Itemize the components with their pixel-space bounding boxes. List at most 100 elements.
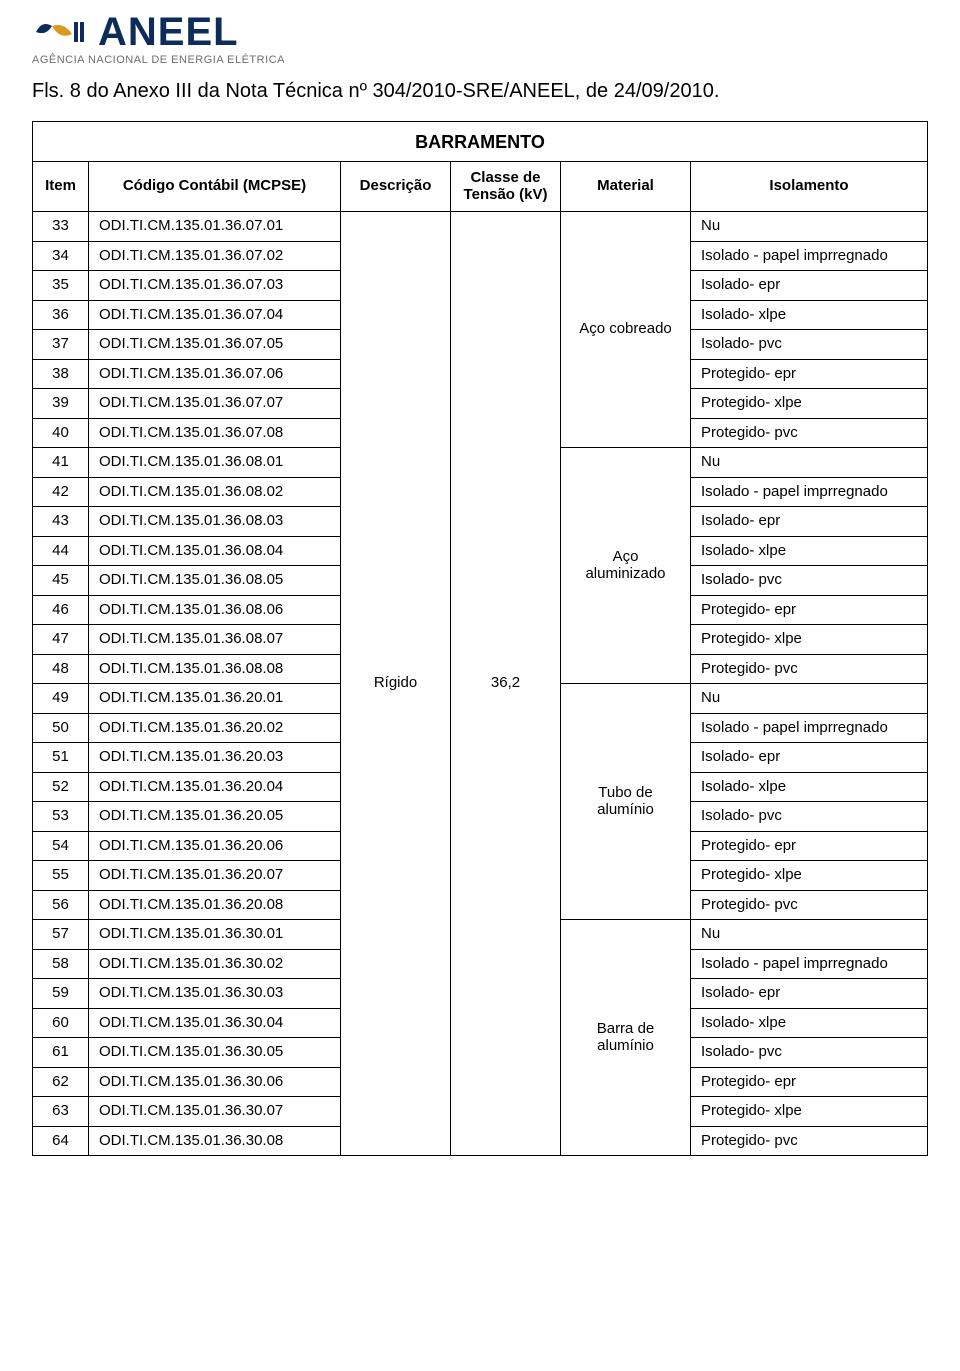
cell-isolamento: Protegido- epr xyxy=(691,1067,928,1097)
cell-item: 39 xyxy=(33,389,89,419)
cell-isolamento: Isolado- xlpe xyxy=(691,1008,928,1038)
cell-isolamento: Isolado - papel imprregnado xyxy=(691,477,928,507)
cell-codigo: ODI.TI.CM.135.01.36.30.07 xyxy=(89,1097,341,1127)
page-title: Fls. 8 do Anexo III da Nota Técnica nº 3… xyxy=(32,80,928,103)
cell-codigo: ODI.TI.CM.135.01.36.30.02 xyxy=(89,949,341,979)
cell-isolamento: Isolado - papel imprregnado xyxy=(691,241,928,271)
cell-codigo: ODI.TI.CM.135.01.36.20.08 xyxy=(89,890,341,920)
cell-codigo: ODI.TI.CM.135.01.36.07.08 xyxy=(89,418,341,448)
cell-codigo: ODI.TI.CM.135.01.36.20.04 xyxy=(89,772,341,802)
cell-isolamento: Nu xyxy=(691,212,928,242)
cell-codigo: ODI.TI.CM.135.01.36.07.07 xyxy=(89,389,341,419)
cell-material: Aço cobreado xyxy=(561,212,691,448)
cell-codigo: ODI.TI.CM.135.01.36.07.05 xyxy=(89,330,341,360)
cell-isolamento: Protegido- xlpe xyxy=(691,389,928,419)
cell-isolamento: Isolado- pvc xyxy=(691,802,928,832)
cell-item: 50 xyxy=(33,713,89,743)
cell-item: 62 xyxy=(33,1067,89,1097)
col-header-isolamento: Isolamento xyxy=(691,162,928,212)
data-table: Item Código Contábil (MCPSE) Descrição C… xyxy=(32,161,928,1156)
cell-codigo: ODI.TI.CM.135.01.36.30.03 xyxy=(89,979,341,1009)
cell-codigo: ODI.TI.CM.135.01.36.08.02 xyxy=(89,477,341,507)
cell-material: Aço aluminizado xyxy=(561,448,691,684)
cell-isolamento: Nu xyxy=(691,920,928,950)
col-header-descricao: Descrição xyxy=(341,162,451,212)
cell-item: 40 xyxy=(33,418,89,448)
cell-item: 54 xyxy=(33,831,89,861)
cell-codigo: ODI.TI.CM.135.01.36.07.04 xyxy=(89,300,341,330)
cell-codigo: ODI.TI.CM.135.01.36.07.03 xyxy=(89,271,341,301)
cell-codigo: ODI.TI.CM.135.01.36.07.02 xyxy=(89,241,341,271)
cell-isolamento: Protegido- pvc xyxy=(691,890,928,920)
cell-isolamento: Protegido- pvc xyxy=(691,418,928,448)
table-row: 33ODI.TI.CM.135.01.36.07.01Rígido36,2Aço… xyxy=(33,212,928,242)
cell-codigo: ODI.TI.CM.135.01.36.07.01 xyxy=(89,212,341,242)
cell-isolamento: Isolado- xlpe xyxy=(691,300,928,330)
cell-item: 56 xyxy=(33,890,89,920)
cell-item: 61 xyxy=(33,1038,89,1068)
cell-isolamento: Isolado- epr xyxy=(691,271,928,301)
cell-codigo: ODI.TI.CM.135.01.36.07.06 xyxy=(89,359,341,389)
cell-item: 63 xyxy=(33,1097,89,1127)
cell-isolamento: Isolado- epr xyxy=(691,507,928,537)
cell-codigo: ODI.TI.CM.135.01.36.08.01 xyxy=(89,448,341,478)
cell-item: 33 xyxy=(33,212,89,242)
cell-codigo: ODI.TI.CM.135.01.36.20.05 xyxy=(89,802,341,832)
cell-isolamento: Isolado - papel imprregnado xyxy=(691,713,928,743)
cell-item: 45 xyxy=(33,566,89,596)
cell-item: 37 xyxy=(33,330,89,360)
cell-isolamento: Isolado- epr xyxy=(691,743,928,773)
col-header-material: Material xyxy=(561,162,691,212)
logo-block: ANEEL xyxy=(32,12,928,52)
cell-codigo: ODI.TI.CM.135.01.36.30.04 xyxy=(89,1008,341,1038)
cell-isolamento: Isolado- xlpe xyxy=(691,536,928,566)
col-header-codigo: Código Contábil (MCPSE) xyxy=(89,162,341,212)
cell-item: 34 xyxy=(33,241,89,271)
cell-isolamento: Nu xyxy=(691,448,928,478)
cell-item: 60 xyxy=(33,1008,89,1038)
cell-material: Tubo de alumínio xyxy=(561,684,691,920)
cell-codigo: ODI.TI.CM.135.01.36.08.05 xyxy=(89,566,341,596)
cell-codigo: ODI.TI.CM.135.01.36.08.07 xyxy=(89,625,341,655)
cell-codigo: ODI.TI.CM.135.01.36.08.08 xyxy=(89,654,341,684)
logo-icon xyxy=(32,12,88,52)
cell-isolamento: Isolado- xlpe xyxy=(691,772,928,802)
page: ANEEL AGÊNCIA NACIONAL DE ENERGIA ELÉTRI… xyxy=(0,0,960,1180)
cell-item: 43 xyxy=(33,507,89,537)
cell-item: 51 xyxy=(33,743,89,773)
cell-codigo: ODI.TI.CM.135.01.36.20.01 xyxy=(89,684,341,714)
cell-item: 59 xyxy=(33,979,89,1009)
logo-brand-text: ANEEL xyxy=(98,12,239,52)
cell-isolamento: Protegido- pvc xyxy=(691,1126,928,1156)
cell-item: 46 xyxy=(33,595,89,625)
cell-isolamento: Nu xyxy=(691,684,928,714)
col-header-tensao: Classe de Tensão (kV) xyxy=(451,162,561,212)
logo-tagline: AGÊNCIA NACIONAL DE ENERGIA ELÉTRICA xyxy=(32,54,928,66)
cell-codigo: ODI.TI.CM.135.01.36.20.02 xyxy=(89,713,341,743)
col-header-item: Item xyxy=(33,162,89,212)
cell-codigo: ODI.TI.CM.135.01.36.30.05 xyxy=(89,1038,341,1068)
cell-item: 52 xyxy=(33,772,89,802)
cell-isolamento: Isolado- pvc xyxy=(691,1038,928,1068)
cell-item: 44 xyxy=(33,536,89,566)
cell-item: 48 xyxy=(33,654,89,684)
cell-item: 38 xyxy=(33,359,89,389)
cell-isolamento: Protegido- xlpe xyxy=(691,625,928,655)
table-heading: BARRAMENTO xyxy=(32,121,928,161)
cell-isolamento: Protegido- epr xyxy=(691,595,928,625)
cell-material: Barra de alumínio xyxy=(561,920,691,1156)
cell-isolamento: Isolado- pvc xyxy=(691,330,928,360)
cell-codigo: ODI.TI.CM.135.01.36.08.03 xyxy=(89,507,341,537)
cell-codigo: ODI.TI.CM.135.01.36.08.04 xyxy=(89,536,341,566)
cell-isolamento: Isolado- epr xyxy=(691,979,928,1009)
cell-item: 36 xyxy=(33,300,89,330)
cell-descricao: Rígido xyxy=(341,212,451,1156)
cell-isolamento: Protegido- epr xyxy=(691,831,928,861)
cell-item: 64 xyxy=(33,1126,89,1156)
cell-codigo: ODI.TI.CM.135.01.36.30.08 xyxy=(89,1126,341,1156)
cell-item: 57 xyxy=(33,920,89,950)
cell-item: 35 xyxy=(33,271,89,301)
cell-isolamento: Protegido- xlpe xyxy=(691,861,928,891)
cell-item: 55 xyxy=(33,861,89,891)
cell-isolamento: Protegido- pvc xyxy=(691,654,928,684)
